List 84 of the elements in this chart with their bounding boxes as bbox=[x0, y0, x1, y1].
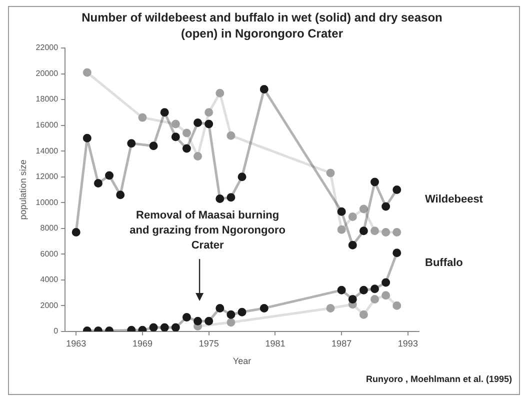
point bbox=[171, 120, 180, 128]
point bbox=[326, 168, 335, 178]
point bbox=[182, 312, 191, 322]
point bbox=[226, 193, 236, 202]
point bbox=[392, 228, 402, 236]
point bbox=[160, 323, 169, 332]
y-tick-label: 6000 bbox=[40, 249, 59, 258]
point bbox=[348, 294, 357, 304]
point bbox=[82, 134, 92, 142]
point bbox=[116, 190, 125, 200]
x-tick-label: 1981 bbox=[265, 338, 286, 348]
x-tick-label: 1987 bbox=[332, 338, 352, 348]
point bbox=[359, 310, 368, 319]
y-tick-label: 12000 bbox=[36, 172, 59, 182]
point bbox=[238, 172, 246, 182]
point bbox=[204, 316, 214, 326]
y-tick-label: 2000 bbox=[40, 300, 59, 310]
point bbox=[94, 179, 102, 188]
y-tick-label: 22000 bbox=[36, 43, 59, 52]
text: Runyoro , Moehlmann et al. (1995) bbox=[366, 374, 512, 384]
y-axis-title: population size bbox=[18, 160, 28, 220]
point bbox=[171, 323, 180, 332]
point bbox=[348, 240, 357, 250]
point bbox=[260, 304, 268, 312]
point bbox=[337, 207, 346, 216]
point bbox=[138, 113, 147, 122]
point bbox=[204, 108, 214, 117]
y-tick-label: 18000 bbox=[36, 94, 59, 104]
point bbox=[149, 142, 158, 150]
point bbox=[82, 68, 92, 77]
point bbox=[337, 225, 346, 234]
point bbox=[194, 316, 202, 326]
point bbox=[216, 88, 224, 98]
point bbox=[216, 194, 224, 203]
point bbox=[216, 304, 224, 312]
y-tick-label: 0 bbox=[54, 326, 59, 336]
point bbox=[105, 171, 114, 180]
y-tick-label: 20000 bbox=[36, 68, 59, 78]
point bbox=[226, 318, 236, 327]
y-tick-label: 8000 bbox=[40, 224, 59, 233]
y-tick-label: 14000 bbox=[36, 146, 59, 156]
point bbox=[194, 118, 202, 127]
point bbox=[72, 228, 80, 236]
text: Wildebeest bbox=[425, 194, 484, 206]
y-tick-label: 10000 bbox=[36, 198, 59, 207]
point bbox=[171, 132, 180, 142]
point bbox=[382, 291, 390, 300]
point bbox=[370, 226, 380, 236]
point bbox=[127, 139, 136, 148]
point bbox=[348, 212, 357, 221]
point bbox=[392, 248, 402, 258]
text: Buffalo bbox=[425, 256, 464, 269]
point bbox=[182, 128, 191, 138]
x-axis-title: Year bbox=[232, 356, 252, 366]
point bbox=[359, 226, 368, 236]
point bbox=[238, 308, 246, 316]
point bbox=[392, 301, 402, 310]
point bbox=[226, 131, 236, 140]
y-tick-label: 4000 bbox=[40, 275, 59, 284]
point bbox=[194, 152, 202, 160]
point bbox=[160, 108, 169, 117]
x-tick-label: 1975 bbox=[198, 338, 219, 348]
point bbox=[370, 294, 380, 304]
point bbox=[260, 84, 268, 94]
point bbox=[204, 120, 214, 128]
point bbox=[370, 284, 380, 294]
annotation: Removal of Maasai burning and grazing from Ngorongoro Crater bbox=[130, 210, 286, 252]
point bbox=[182, 144, 191, 153]
chart-title: Number of wildebeest and buffalo in wet (solid) and dry season (open) in Ngorongoro Crater bbox=[82, 10, 442, 40]
point bbox=[359, 204, 368, 214]
x-tick-label: 1963 bbox=[66, 338, 86, 348]
point bbox=[370, 178, 380, 186]
point bbox=[392, 185, 402, 194]
point bbox=[326, 304, 335, 312]
x-tick-label: 1993 bbox=[398, 338, 418, 348]
x-tick-label: 1969 bbox=[132, 338, 152, 348]
point bbox=[382, 202, 390, 211]
y-tick-label: 16000 bbox=[36, 120, 59, 130]
point bbox=[382, 228, 390, 236]
point bbox=[382, 278, 390, 287]
point bbox=[337, 286, 346, 294]
point bbox=[359, 286, 368, 294]
point bbox=[149, 323, 158, 332]
point bbox=[226, 310, 236, 319]
